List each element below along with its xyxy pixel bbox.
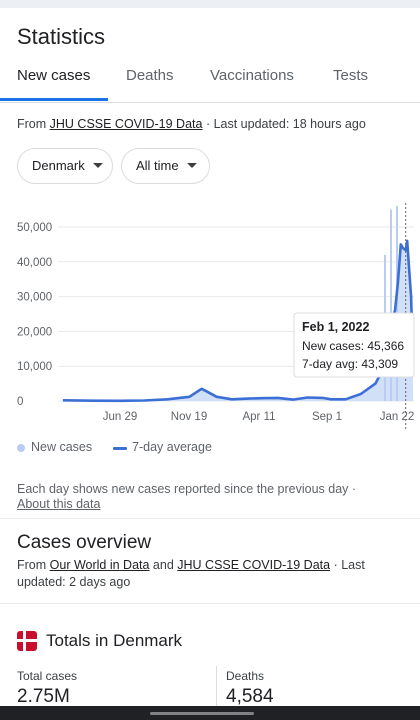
y-tick-label: 30,000 xyxy=(17,292,52,304)
jhu-overview-link[interactable]: JHU CSSE COVID-19 Data xyxy=(177,558,331,572)
section-divider xyxy=(0,603,420,604)
totals-title: Totals in Denmark xyxy=(46,631,183,650)
system-navigation-bar xyxy=(0,706,420,720)
active-tab-indicator xyxy=(0,98,108,101)
y-tick-label: 50,000 xyxy=(17,222,52,234)
y-tick-label: 10,000 xyxy=(17,361,52,373)
location-label: Denmark xyxy=(32,158,85,173)
total-cases-value: 2.75M xyxy=(17,686,70,707)
denmark-flag-icon xyxy=(17,631,37,651)
new-cases-area xyxy=(62,240,414,401)
tooltip-card xyxy=(293,312,415,378)
tab-tests[interactable]: Tests xyxy=(333,67,369,84)
legend-7-day-average: 7-day average xyxy=(132,440,212,454)
new-cases-bar xyxy=(390,209,392,401)
about-this-data-link[interactable]: About this data xyxy=(17,497,101,511)
new-cases-legend-swatch xyxy=(17,444,25,452)
source-prefix: From xyxy=(17,117,50,131)
y-tick-label: 40,000 xyxy=(17,257,52,269)
seven-day-average-line xyxy=(62,239,415,403)
avg-legend-swatch xyxy=(113,447,127,450)
overview-source: From Our World in Data and JHU CSSE COVI… xyxy=(17,557,412,591)
arrow-drop-down-icon xyxy=(186,163,197,169)
tooltip-date: Feb 1, 2022 xyxy=(302,320,369,334)
section-divider xyxy=(0,518,420,519)
home-indicator[interactable] xyxy=(150,712,254,715)
overview-last-updated: · Last updated: 2 days ago xyxy=(17,558,365,589)
tab-vaccinations[interactable]: Vaccinations xyxy=(210,67,294,84)
legend-new-cases: New cases xyxy=(31,440,93,454)
tooltip-new-cases: New cases: 45,366 xyxy=(302,339,404,353)
location-dropdown[interactable]: Denmark xyxy=(17,148,113,184)
tab-new-cases[interactable]: New cases xyxy=(17,67,91,84)
x-tick-label: Nov 19 xyxy=(171,411,207,423)
new-cases-chart[interactable]: 50,000 40,000 30,000 20,000 10,000 0 Jun 29 Nov… xyxy=(0,195,420,435)
arrow-drop-down-icon xyxy=(92,163,103,169)
deaths-value: 4,584 xyxy=(226,686,274,707)
y-tick-label: 0 xyxy=(17,396,23,408)
total-cases-label: Total cases xyxy=(17,669,78,683)
x-tick-label: Jun 29 xyxy=(103,411,138,423)
time-range-label: All time xyxy=(136,158,179,173)
source-line: From JHU CSSE COVID-19 Data · Last updat… xyxy=(17,117,366,131)
jhu-source-link[interactable]: JHU CSSE COVID-19 Data xyxy=(49,117,203,131)
x-tick-label: Sep 1 xyxy=(312,411,342,423)
tab-deaths[interactable]: Deaths xyxy=(126,67,174,84)
overview-prefix: From xyxy=(17,558,50,572)
page-title: Statistics xyxy=(17,24,106,49)
y-tick-label: 20,000 xyxy=(17,326,52,338)
time-range-dropdown[interactable]: All time xyxy=(121,148,210,184)
tab-bar: New cases Deaths Vaccinations Tests xyxy=(0,58,420,103)
x-tick-label: Jan 22 xyxy=(380,411,415,423)
overview-middle: and xyxy=(149,558,178,572)
x-tick-label: Apr 11 xyxy=(242,411,275,423)
deaths-label: Deaths xyxy=(226,669,265,683)
top-strip xyxy=(0,0,420,8)
cases-overview-title: Cases overview xyxy=(17,532,152,553)
data-note: Each day shows new cases reported since … xyxy=(17,482,356,512)
owid-link[interactable]: Our World in Data xyxy=(49,558,150,572)
note-text: Each day shows new cases reported since … xyxy=(17,482,357,496)
stat-divider xyxy=(216,666,217,710)
tooltip-seven-day-avg: 7-day avg: 43,309 xyxy=(302,357,398,371)
last-updated: · Last updated: 18 hours ago xyxy=(202,117,366,131)
